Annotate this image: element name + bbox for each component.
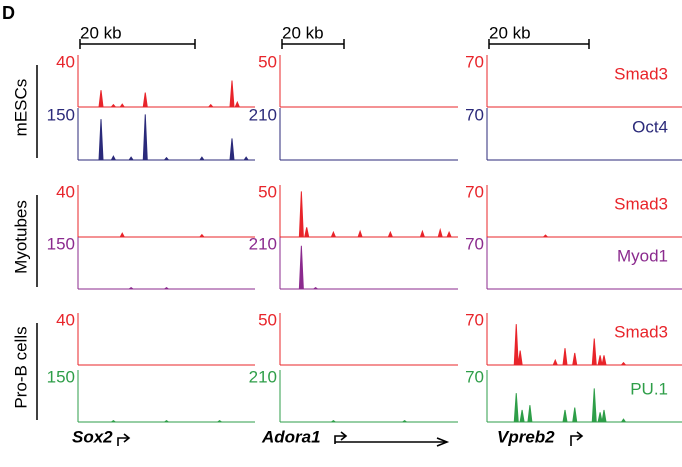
track-max: 210 [249, 234, 277, 253]
track-max: 150 [47, 234, 75, 253]
track-max: 70 [465, 234, 484, 253]
track-max: 70 [465, 310, 484, 329]
track-max: 40 [56, 310, 75, 329]
gene-label: Vpreb2 [497, 427, 555, 446]
track-name: Smad3 [614, 322, 668, 341]
track-name: Smad3 [614, 64, 668, 83]
track-max: 150 [47, 105, 75, 124]
signal-track [78, 419, 255, 423]
track-name: Smad3 [614, 194, 668, 213]
signal-track [78, 80, 255, 108]
signal-track [487, 388, 682, 423]
scale-bar-label: 20 kb [80, 23, 122, 42]
track-max: 40 [56, 52, 75, 71]
track-name: Oct4 [632, 117, 668, 136]
track-name: PU.1 [630, 379, 668, 398]
row-label: Myotubes [11, 200, 30, 274]
panel-label: D [2, 3, 15, 23]
track-max: 40 [56, 182, 75, 201]
track-max: 70 [465, 367, 484, 386]
track-max: 210 [249, 367, 277, 386]
track-max: 70 [465, 52, 484, 71]
track-max: 70 [465, 105, 484, 124]
gene-label: Sox2 [72, 427, 113, 446]
signal-track [78, 114, 255, 161]
row-label: Pro-B cells [11, 326, 30, 408]
gene-arrows [117, 431, 584, 447]
signal-track [280, 245, 458, 290]
signal-track [280, 419, 458, 423]
track-max: 70 [465, 182, 484, 201]
track-max: 50 [258, 52, 277, 71]
track-name: Myod1 [617, 246, 668, 265]
signal-track [487, 324, 682, 366]
signal-track [78, 232, 255, 238]
gene-label: Adora1 [261, 427, 321, 446]
signal-track [280, 191, 458, 238]
row-label: mESCs [11, 79, 30, 137]
track-max: 210 [249, 105, 277, 124]
signal-track [78, 286, 255, 290]
signal-track [487, 234, 682, 238]
track-max: 150 [47, 367, 75, 386]
track-max: 50 [258, 310, 277, 329]
track-max: 50 [258, 182, 277, 201]
scale-bar-label: 20 kb [489, 23, 531, 42]
scale-bar-label: 20 kb [282, 23, 324, 42]
